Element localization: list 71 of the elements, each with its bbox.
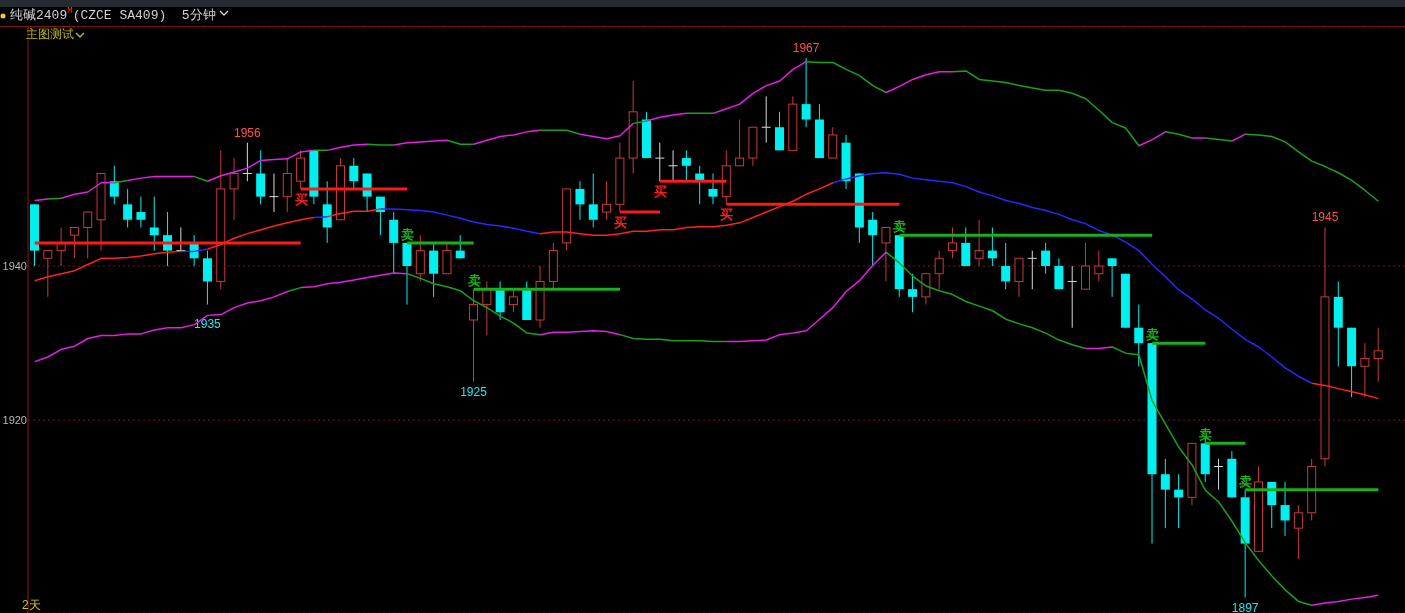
candlestick <box>575 180 585 221</box>
series-label: 卖 <box>1199 427 1213 443</box>
candlestick <box>268 173 279 213</box>
series-label: 买 <box>720 207 734 223</box>
candlestick <box>987 226 997 267</box>
candlestick <box>668 149 679 182</box>
candlestick <box>1067 265 1078 329</box>
text: 1935 <box>194 317 221 332</box>
candlestick <box>535 265 545 329</box>
candlestick <box>761 95 772 144</box>
chart-title: 纯碱2409$^{M}$(CZCE SA409) 5分钟 <box>10 6 216 23</box>
series-label: 卖 <box>1146 327 1160 343</box>
candlestick <box>1027 250 1038 290</box>
candlestick <box>1001 242 1011 290</box>
candlestick <box>469 288 479 383</box>
candlestick <box>56 226 66 267</box>
annotation: 2天 <box>22 597 41 613</box>
candlestick <box>1160 458 1170 529</box>
candlestick <box>1174 473 1184 529</box>
candlestick <box>801 57 811 128</box>
series-label: 卖 <box>401 226 415 242</box>
candlestick <box>389 211 399 275</box>
line-series <box>33 171 1380 400</box>
candlestick <box>961 226 971 267</box>
candlestick <box>1041 242 1051 275</box>
text: 1925 <box>460 384 487 399</box>
candlestick <box>402 242 412 306</box>
candlestick <box>202 250 212 306</box>
candlestick <box>1320 226 1330 467</box>
candlestick <box>349 157 359 190</box>
candlestick <box>974 219 984 267</box>
candlestick <box>322 180 332 244</box>
candlestick <box>242 142 253 182</box>
candlestick <box>628 80 638 174</box>
candlestick <box>256 149 266 205</box>
candlestick <box>495 280 505 321</box>
y-tick-label: 1920 <box>2 414 27 427</box>
series-label: 卖 <box>467 273 481 289</box>
candlestick <box>775 111 785 151</box>
candlestick <box>1360 342 1370 398</box>
candlestick <box>615 142 625 213</box>
candlestick <box>708 173 718 205</box>
series-label: 卖 <box>893 219 907 235</box>
candlestick <box>908 273 918 313</box>
candlestick <box>136 196 146 228</box>
series-label: 买 <box>614 215 628 231</box>
candlestick <box>1213 458 1224 491</box>
y-tick-label: 1940 <box>2 259 27 272</box>
series-label: 买 <box>294 191 308 207</box>
text: 1967 <box>792 40 820 55</box>
candlestick <box>149 196 159 252</box>
chart-subtitle: 主图测试 <box>26 26 74 43</box>
candlestick <box>1107 257 1117 298</box>
candlestick <box>1373 327 1383 383</box>
series-label: 买 <box>653 184 667 200</box>
candlestick <box>123 188 133 228</box>
candlestick <box>229 157 239 221</box>
text: 1956 <box>234 125 261 140</box>
candlestick <box>868 211 878 267</box>
candlestick <box>175 226 186 252</box>
candlestick <box>681 149 691 182</box>
candlestick <box>1054 257 1064 290</box>
candlestick <box>654 142 665 182</box>
candlestick <box>429 242 439 298</box>
candlestick <box>1134 304 1144 367</box>
candlestick <box>109 165 119 205</box>
candlestick <box>1280 481 1290 537</box>
candlestick <box>588 173 598 228</box>
text: 1897 <box>1231 600 1259 613</box>
series-label: 卖 <box>1239 473 1253 489</box>
text: 1945 <box>1311 210 1339 225</box>
